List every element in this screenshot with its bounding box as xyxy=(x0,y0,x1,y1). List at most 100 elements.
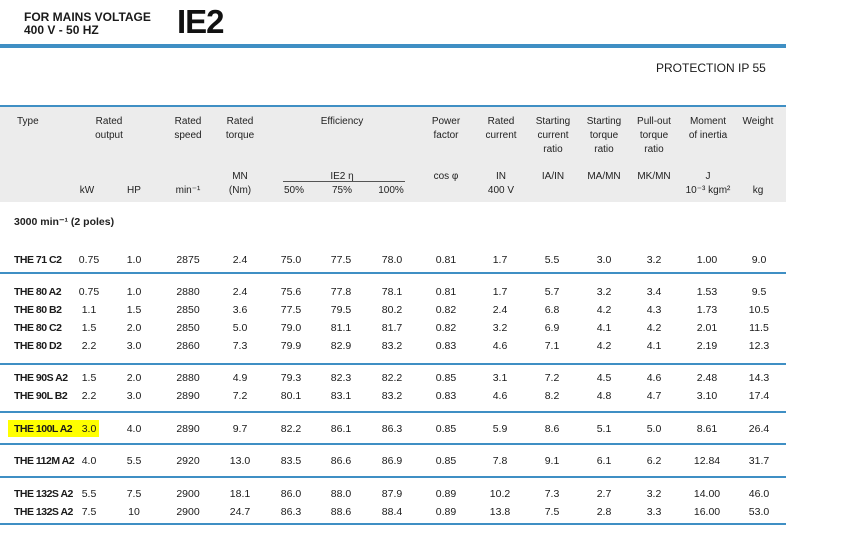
cell-mk: 4.1 xyxy=(646,340,662,352)
cell-hp: 1.0 xyxy=(126,254,142,266)
cell-pf: 0.82 xyxy=(435,322,457,334)
cell-e100: 86.3 xyxy=(381,423,403,435)
efficiency-class-title: IE2 xyxy=(177,3,225,40)
cell-e75: 83.1 xyxy=(330,390,352,402)
cell-j: 2.19 xyxy=(696,340,718,352)
efficiency-underline xyxy=(283,181,405,182)
col-rated-speed: Rated speed xyxy=(174,116,202,141)
row-group-divider xyxy=(0,363,786,365)
cell-ma: 2.7 xyxy=(596,488,612,500)
cell-j: 1.73 xyxy=(696,304,718,316)
table-header-bg xyxy=(0,105,786,202)
cell-mk: 3.3 xyxy=(646,506,662,518)
cell-e50: 83.5 xyxy=(280,455,302,467)
cell-type: THE 112M A2 xyxy=(14,455,75,467)
cell-ma: 3.0 xyxy=(596,254,612,266)
cell-e100: 88.4 xyxy=(381,506,403,518)
cell-type: THE 80 A2 xyxy=(14,286,62,298)
cell-cur: 2.4 xyxy=(492,304,508,316)
cell-pf: 0.85 xyxy=(435,455,457,467)
table-row: THE 80 D2 2.2 3.0 2860 7.3 79.9 82.9 83.2 0.83 4.… xyxy=(0,338,786,356)
unit-ia-in: IA/IN xyxy=(541,171,565,182)
header-line2: 400 V - 50 HZ xyxy=(24,23,99,37)
cell-e50: 86.3 xyxy=(280,506,302,518)
cell-ia: 7.5 xyxy=(544,506,560,518)
cell-pf: 0.83 xyxy=(435,340,457,352)
unit-current-sym: IN xyxy=(496,171,506,182)
cell-type: THE 80 D2 xyxy=(14,340,62,352)
top-divider xyxy=(0,44,786,48)
col-starting-current: Starting current ratio xyxy=(535,116,571,155)
col-type: Type xyxy=(17,116,39,127)
table-header-line xyxy=(0,105,786,107)
cell-mk: 3.2 xyxy=(646,254,662,266)
cell-ma: 4.5 xyxy=(596,372,612,384)
cell-speed: 2850 xyxy=(176,304,200,316)
cell-j: 16.00 xyxy=(693,506,721,518)
cell-e75: 81.1 xyxy=(330,322,352,334)
col-rated-output: Rated output xyxy=(95,116,123,141)
cell-cur: 4.6 xyxy=(492,340,508,352)
cell-e100: 87.9 xyxy=(381,488,403,500)
table-row: THE 90S A2 1.5 2.0 2880 4.9 79.3 82.3 82.2 0.85 3… xyxy=(0,370,786,388)
cell-mk: 4.2 xyxy=(646,322,662,334)
cell-hp: 2.0 xyxy=(126,372,142,384)
cell-hp: 5.5 xyxy=(126,455,142,467)
unit-mk-mn: MK/MN xyxy=(637,171,671,182)
cell-hp: 1.0 xyxy=(126,286,142,298)
cell-speed: 2880 xyxy=(176,286,200,298)
cell-ia: 5.7 xyxy=(544,286,560,298)
section-title: 3000 min⁻¹ (2 poles) xyxy=(14,216,115,228)
row-group-divider xyxy=(0,443,786,445)
cell-hp: 1.5 xyxy=(126,304,142,316)
row-group-divider xyxy=(0,411,786,413)
cell-speed: 2900 xyxy=(176,488,200,500)
table-row: THE 71 C2 0.75 1.0 2875 2.4 75.0 77.5 78.0 0.81 1… xyxy=(0,252,786,270)
cell-kg: 11.5 xyxy=(749,322,769,334)
cell-e50: 86.0 xyxy=(280,488,302,500)
cell-pf: 0.82 xyxy=(435,304,457,316)
cell-e100: 82.2 xyxy=(381,372,403,384)
cell-ia: 6.9 xyxy=(544,322,560,334)
cell-ma: 4.1 xyxy=(596,322,612,334)
cell-e100: 86.9 xyxy=(381,455,403,467)
row-highlight xyxy=(8,420,99,437)
cell-torque: 13.0 xyxy=(229,455,251,467)
cell-type: THE 80 B2 xyxy=(14,304,62,316)
cell-mk: 4.3 xyxy=(646,304,662,316)
protection-label: PROTECTION IP 55 xyxy=(656,61,766,75)
unit-hp: HP xyxy=(127,185,141,196)
cell-torque: 7.2 xyxy=(232,390,248,402)
cell-pf: 0.89 xyxy=(435,506,457,518)
cell-hp: 3.0 xyxy=(126,390,142,402)
cell-kw: 2.2 xyxy=(81,340,97,352)
cell-pf: 0.85 xyxy=(435,423,457,435)
cell-speed: 2850 xyxy=(176,322,200,334)
cell-kw: 3.0 xyxy=(81,423,97,435)
cell-j: 3.10 xyxy=(696,390,718,402)
cell-kg: 31.7 xyxy=(748,455,770,467)
cell-ia: 7.3 xyxy=(544,488,560,500)
cell-mk: 3.4 xyxy=(646,286,662,298)
cell-ia: 9.1 xyxy=(544,455,560,467)
cell-speed: 2875 xyxy=(176,254,200,266)
row-group-divider xyxy=(0,476,786,478)
cell-torque: 3.6 xyxy=(232,304,248,316)
cell-torque: 2.4 xyxy=(232,286,248,298)
col-weight: Weight xyxy=(742,116,774,127)
table-row: THE 132S A2 5.5 7.5 2900 18.1 86.0 88.0 87.9 0.8… xyxy=(0,486,786,504)
cell-e75: 82.9 xyxy=(330,340,352,352)
cell-e75: 88.6 xyxy=(330,506,352,518)
cell-j: 12.84 xyxy=(693,455,721,467)
cell-torque: 5.0 xyxy=(232,322,248,334)
cell-e75: 82.3 xyxy=(330,372,352,384)
cell-e50: 79.9 xyxy=(280,340,302,352)
unit-j-unit: 10⁻³ kgm² xyxy=(685,185,731,196)
cell-type: THE 100L A2 xyxy=(14,423,73,435)
cell-e50: 82.2 xyxy=(280,423,302,435)
cell-e75: 79.5 xyxy=(330,304,352,316)
cell-cur: 1.7 xyxy=(492,254,508,266)
cell-e50: 77.5 xyxy=(280,304,302,316)
cell-cur: 13.8 xyxy=(489,506,511,518)
table-row: THE 132S A2 7.5 10 2900 24.7 86.3 88.6 88.4 0.89… xyxy=(0,504,786,522)
